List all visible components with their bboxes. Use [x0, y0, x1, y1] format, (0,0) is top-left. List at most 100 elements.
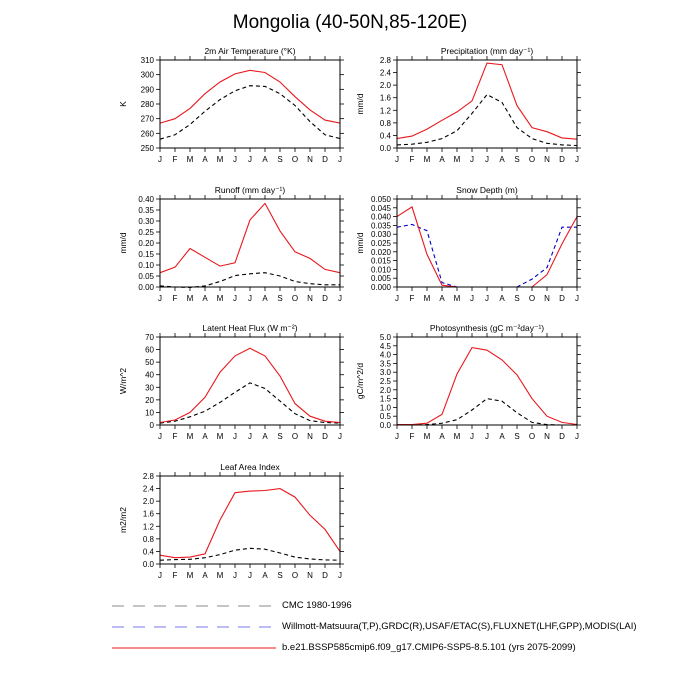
- y-tick-label: 40: [145, 371, 154, 380]
- y-tick-label: 0.20: [138, 239, 154, 248]
- y-tick-label: 0.0: [380, 144, 392, 153]
- y-tick-label: 280: [141, 100, 155, 109]
- chart-panel-1: 2m Air Temperature (°K) K 250 260 270 280 290 3…: [118, 46, 344, 164]
- x-tick-label: A: [202, 571, 208, 580]
- y-tick-label: 0: [150, 421, 155, 430]
- x-tick-label: J: [248, 294, 252, 303]
- x-tick-label: J: [338, 432, 342, 441]
- figure-title: Mongolia (40-50N,85-120E): [232, 12, 468, 33]
- legend-label-model: b.e21.BSSP585cmip6.f09_g17.CMIP6-SSP5-8.…: [282, 642, 576, 653]
- y-tick-label: 0.4: [143, 547, 155, 556]
- y-axis-label: K: [118, 101, 128, 107]
- x-tick-label: A: [439, 155, 445, 164]
- chart-panel-4: Snow Depth (m)mm/d0.0000.0050.0100.0150.…: [355, 185, 581, 303]
- legend-label-obs: Willmott-Matsuura(T,P),GRDC(R),USAF/ETAC…: [282, 621, 637, 632]
- x-tick-label: N: [307, 294, 313, 303]
- y-tick-label: 0.020: [371, 248, 392, 257]
- x-tick-label: M: [217, 155, 224, 164]
- y-tick-label: 60: [145, 346, 154, 355]
- y-tick-label: 2.0: [143, 497, 155, 506]
- x-tick-label: M: [454, 155, 461, 164]
- x-tick-label: J: [395, 155, 399, 164]
- y-tick-label: 0.25: [138, 228, 154, 237]
- x-tick-label: J: [248, 571, 252, 580]
- y-tick-label: 30: [145, 383, 154, 392]
- x-tick-label: N: [307, 571, 313, 580]
- x-tick-label: A: [262, 432, 268, 441]
- series-line-cmc: [159, 272, 340, 288]
- x-tick-label: J: [470, 432, 474, 441]
- series-line-cmc: [159, 547, 341, 561]
- x-tick-label: J: [158, 571, 162, 580]
- y-axis-label: mm/d: [355, 232, 365, 254]
- x-tick-label: J: [158, 432, 162, 441]
- legend-item-obs: Willmott-Matsuura(T,P),GRDC(R),USAF/ETAC…: [110, 619, 670, 640]
- y-tick-label: 0.035: [371, 221, 392, 230]
- x-tick-label: A: [499, 294, 505, 303]
- series-line-cmc: [159, 85, 341, 140]
- x-tick-label: J: [395, 294, 399, 303]
- x-tick-label: N: [544, 294, 550, 303]
- y-tick-label: 0.030: [371, 230, 392, 239]
- y-tick-label: 1.5: [380, 395, 392, 404]
- x-tick-label: J: [233, 571, 237, 580]
- y-tick-label: 290: [141, 85, 155, 94]
- x-tick-label: O: [529, 155, 535, 164]
- plot-frame: [159, 59, 341, 149]
- x-tick-label: M: [424, 155, 431, 164]
- x-tick-label: D: [322, 571, 328, 580]
- panel-title: 2m Air Temperature (°K): [204, 46, 295, 56]
- panel-title: Latent Heat Flux (W m⁻²): [202, 323, 297, 333]
- x-tick-label: D: [322, 294, 328, 303]
- x-tick-label: M: [454, 432, 461, 441]
- y-tick-label: 3.0: [380, 368, 392, 377]
- x-tick-label: A: [439, 294, 445, 303]
- x-tick-label: S: [277, 294, 282, 303]
- x-tick-label: M: [187, 571, 194, 580]
- series-line-obs: [396, 223, 577, 288]
- x-tick-label: J: [575, 155, 579, 164]
- x-tick-label: N: [544, 432, 550, 441]
- y-tick-label: 1.2: [143, 522, 155, 531]
- y-tick-label: 2.8: [143, 472, 155, 481]
- chart-panel-3: Runoff (mm day⁻¹) mm/d 0.00 0.05 0.10 0.15 0.2…: [118, 185, 344, 303]
- x-tick-label: J: [338, 571, 342, 580]
- legend-line-icon: [112, 647, 276, 649]
- y-axis-label: W/m^2: [118, 368, 128, 394]
- legend: CMC 1980-1996 Willmott-Matsuura(T,P),GRD…: [110, 598, 670, 661]
- x-tick-label: S: [277, 155, 282, 164]
- series-line-model: [396, 346, 578, 426]
- x-tick-label: D: [559, 294, 565, 303]
- x-tick-label: A: [262, 571, 268, 580]
- y-tick-label: 1.6: [143, 510, 155, 519]
- y-tick-label: 250: [141, 144, 155, 153]
- x-tick-label: O: [292, 432, 298, 441]
- series-line-model: [159, 488, 341, 559]
- series-line-cmc: [159, 382, 341, 424]
- x-tick-label: M: [424, 294, 431, 303]
- x-tick-label: J: [470, 294, 474, 303]
- x-tick-label: M: [424, 432, 431, 441]
- plot-frame: [159, 475, 341, 565]
- chart-panel-2: Precipitation (mm day⁻¹) mm/d 0.0 0.4 0.8 1.2…: [355, 46, 581, 164]
- y-axis-label: gC/m^2/d: [355, 363, 365, 399]
- y-tick-label: 1.6: [380, 94, 392, 103]
- y-tick-label: 0.8: [143, 535, 155, 544]
- x-tick-label: J: [233, 155, 237, 164]
- x-tick-label: J: [485, 294, 489, 303]
- y-tick-label: 0.0: [143, 560, 155, 569]
- x-tick-label: M: [187, 294, 194, 303]
- y-tick-label: 0.0: [380, 421, 392, 430]
- y-tick-label: 0.025: [371, 239, 392, 248]
- y-tick-label: 1.2: [380, 106, 392, 115]
- y-tick-label: 0.05: [138, 272, 154, 281]
- y-tick-label: 4.0: [380, 351, 392, 360]
- x-tick-label: J: [575, 432, 579, 441]
- series-line-model: [396, 206, 578, 288]
- x-tick-label: D: [559, 155, 565, 164]
- y-tick-label: 0.10: [138, 261, 154, 270]
- x-tick-label: N: [544, 155, 550, 164]
- x-tick-label: J: [158, 294, 162, 303]
- y-axis-label: mm/d: [118, 232, 128, 254]
- series-line-model: [396, 62, 578, 140]
